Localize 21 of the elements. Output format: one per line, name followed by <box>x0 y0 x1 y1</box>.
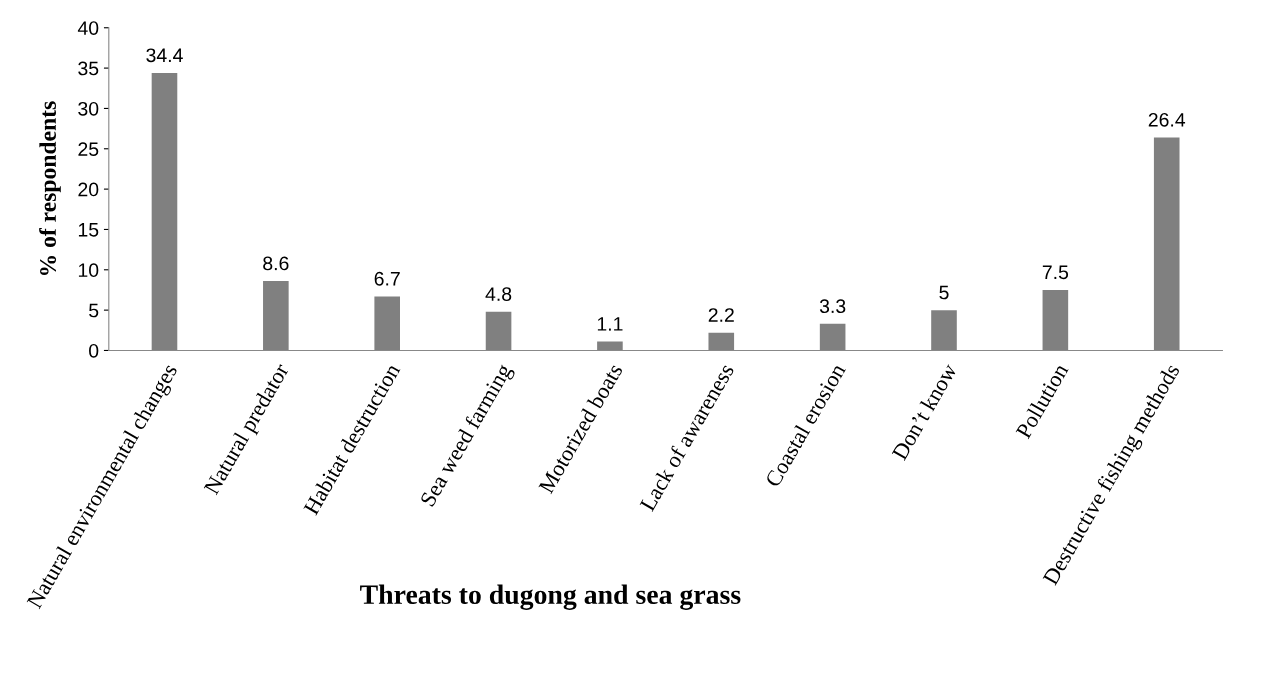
y-tick-label: 40 <box>77 21 99 35</box>
y-axis-title: % of respondents <box>39 101 61 276</box>
y-tick-label: 0 <box>89 343 99 358</box>
y-tick-label: 10 <box>78 263 99 278</box>
data-label: 8.6 <box>263 256 289 271</box>
data-label: 7.5 <box>1042 265 1069 280</box>
data-label: 26.4 <box>1148 112 1186 127</box>
data-label: 3.3 <box>819 299 846 314</box>
y-tick-label: 35 <box>78 61 99 76</box>
data-label: 5 <box>939 285 949 300</box>
y-tick-label: 15 <box>78 223 99 237</box>
data-label: 4.8 <box>485 287 512 301</box>
data-label: 6.7 <box>374 271 400 286</box>
y-tick-label: 30 <box>78 101 99 116</box>
data-label: 1.1 <box>597 317 623 331</box>
data-label: 2.2 <box>708 308 734 322</box>
y-tick-label: 20 <box>78 182 99 197</box>
x-axis-title: Threats to dugong and sea grass <box>360 584 741 610</box>
y-tick-label: 5 <box>89 303 99 318</box>
data-label: 34.4 <box>146 48 183 63</box>
y-tick-label: 25 <box>78 142 99 157</box>
